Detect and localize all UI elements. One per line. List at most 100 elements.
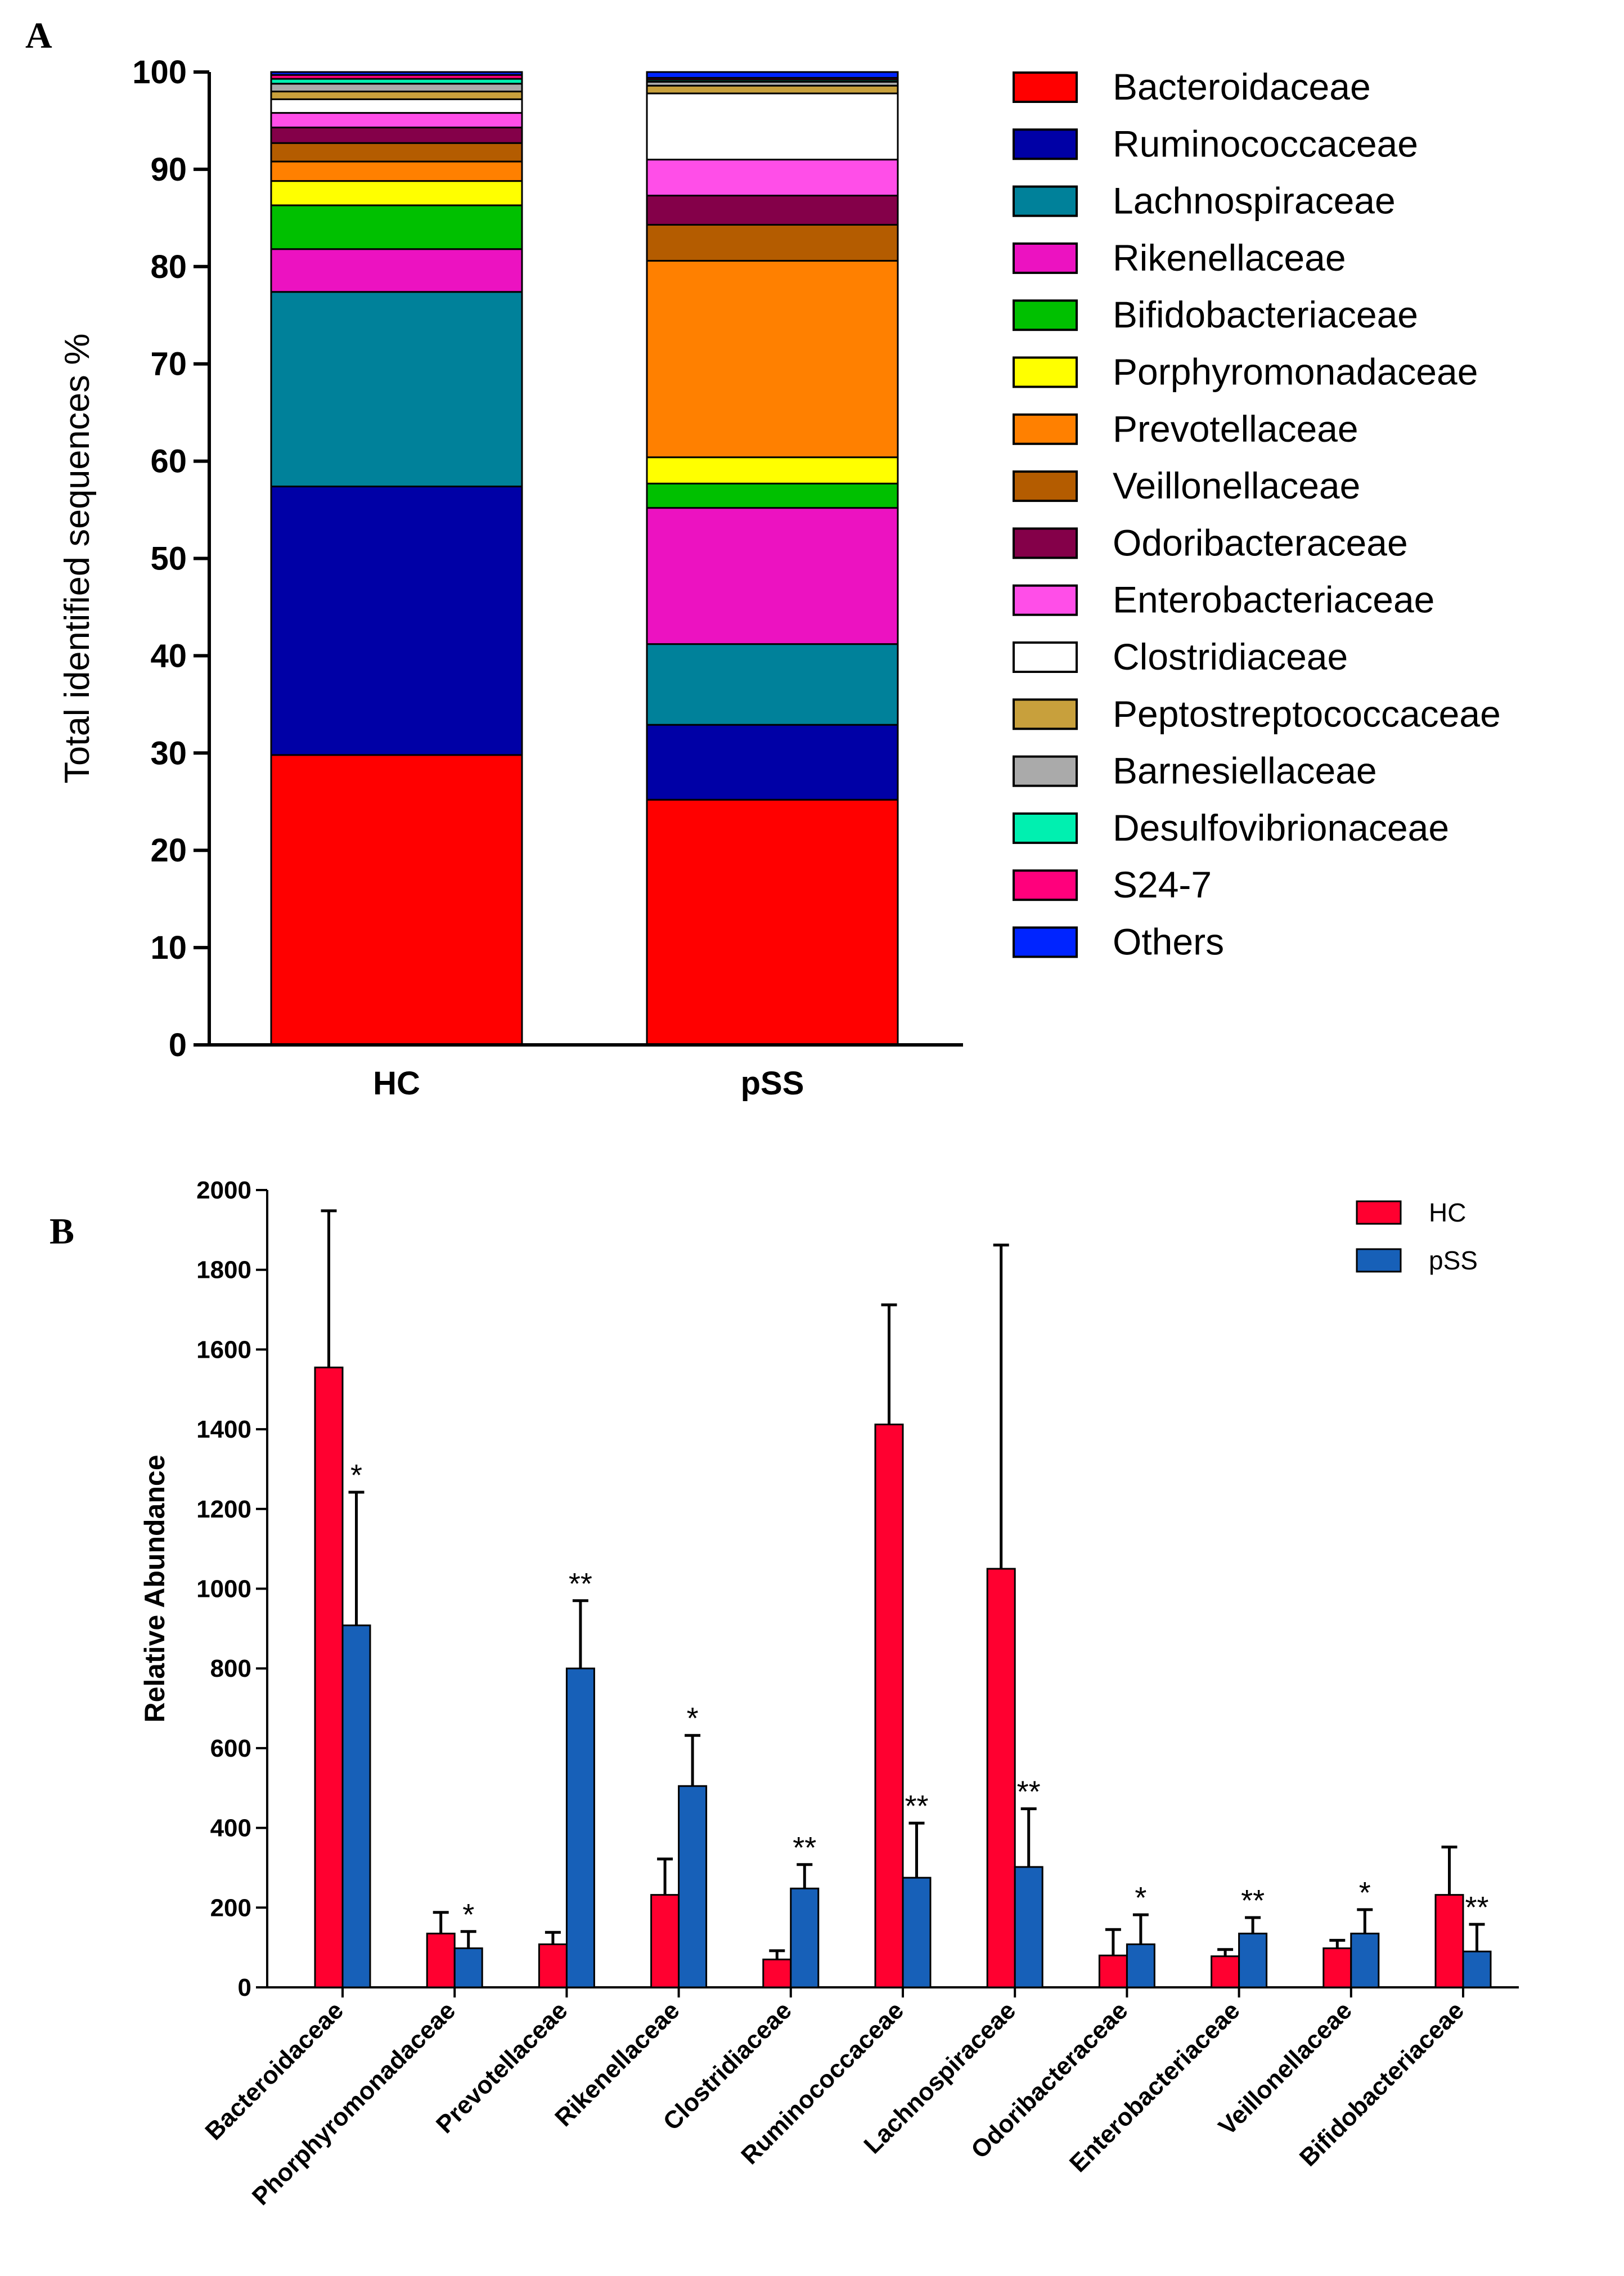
stack-segment-hc-rikenellaceae <box>270 248 523 293</box>
stack-segment-pss-peptostreptococcaceae <box>646 84 899 95</box>
y-tick-label-a: 40 <box>150 638 187 674</box>
legend-label-bacteroidaceae: Bacteroidaceae <box>1113 66 1371 107</box>
legend-swatch-pss <box>1356 1248 1402 1273</box>
x-tick-label-hc: HC <box>373 1065 420 1102</box>
legend-swatch-odoribacteraceae <box>1013 527 1078 559</box>
stack-segment-hc-enterobacteriaceae <box>270 112 523 129</box>
y-tick-label-b: 800 <box>210 1655 251 1682</box>
legend-a: Bacteroidaceae Ruminococcaceae Lachnospira… <box>1013 66 1501 963</box>
significance-marker: ** <box>1465 1891 1488 1924</box>
stack-segment-hc-lachnospiraceae <box>270 291 523 488</box>
stack-segment-hc-barnesiellaceae <box>270 83 523 93</box>
y-tick-label-b: 1800 <box>196 1256 251 1284</box>
y-tick-label-a: 20 <box>150 832 187 869</box>
stack-segment-hc-prevotellaceae <box>270 160 523 182</box>
stack-segment-pss-bifidobacteriaceae <box>646 482 899 509</box>
bar-pss-bacteroidaceae <box>341 1624 371 1988</box>
legend-swatch-peptostreptococcaceae <box>1013 698 1078 730</box>
stack-segment-hc-bacteroidaceae <box>270 754 523 1046</box>
significance-marker: ** <box>1017 1775 1041 1809</box>
stack-segment-hc-ruminococcaceae <box>270 486 523 756</box>
stack-segment-hc-odoribacteraceae <box>270 127 523 144</box>
significance-marker: ** <box>1241 1884 1265 1918</box>
bar-pss-ruminococcaceae <box>902 1877 932 1988</box>
legend-label-s24-7: S24-7 <box>1113 864 1212 905</box>
stack-segment-hc-porphyromonadaceae <box>270 180 523 206</box>
significance-marker: * <box>1359 1876 1371 1910</box>
legend-swatch-bacteroidaceae <box>1013 71 1078 103</box>
stack-segment-pss-clostridiaceae <box>646 92 899 161</box>
bar-pss-enterobacteriaceae <box>1238 1932 1268 1988</box>
y-tick-label-b: 1600 <box>196 1336 251 1363</box>
legend-label-peptostreptococcaceae: Peptostreptococcaceae <box>1113 693 1501 734</box>
bar-hc-phorphyromonadaceae <box>426 1932 456 1988</box>
y-tick-label-b: 1400 <box>196 1416 251 1443</box>
stack-segment-pss-others <box>646 71 899 79</box>
legend-label-others: Others <box>1113 921 1224 963</box>
bar-pss-phorphyromonadaceae <box>453 1947 483 1988</box>
legend-label-rikenellaceae: Rikenellaceae <box>1113 237 1346 279</box>
legend-label-prevotellaceae: Prevotellaceae <box>1113 408 1358 450</box>
stack-segment-hc-others <box>270 71 523 76</box>
significance-marker: ** <box>569 1567 592 1601</box>
bar-pss-prevotellaceae <box>565 1667 595 1988</box>
bar-pss-rikenellaceae <box>678 1785 708 1988</box>
legend-swatch-desulfovibrionaceae <box>1013 812 1078 844</box>
legend-label-desulfovibrionaceae: Desulfovibrionaceae <box>1113 807 1449 849</box>
legend-swatch-enterobacteriaceae <box>1013 584 1078 616</box>
y-tick-label-a: 100 <box>132 54 187 91</box>
bar-hc-enterobacteriaceae <box>1211 1955 1240 1988</box>
legend-label-porphyromonadaceae: Porphyromonadaceae <box>1113 351 1478 393</box>
bar-pss-bifidobacteriaceae <box>1462 1950 1492 1988</box>
bar-pss-odoribacteraceae <box>1126 1943 1155 1988</box>
y-tick-label-b: 200 <box>210 1894 251 1922</box>
bar-hc-veillonellaceae <box>1322 1947 1352 1988</box>
legend-label-enterobacteriaceae: Enterobacteriaceae <box>1113 579 1434 621</box>
stack-segment-pss-rikenellaceae <box>646 507 899 645</box>
legend-swatch-rikenellaceae <box>1013 242 1078 274</box>
y-tick-label-a: 10 <box>150 930 187 966</box>
legend-label-barnesiellaceae: Barnesiellaceae <box>1113 750 1377 792</box>
legend-label-ruminococcaceae: Ruminococcaceae <box>1113 123 1418 164</box>
y-tick-label-a: 90 <box>150 151 187 188</box>
bar-hc-odoribacteraceae <box>1098 1954 1128 1988</box>
panel-b-label: B <box>50 1211 74 1252</box>
legend-swatch-clostridiaceae <box>1013 641 1078 673</box>
y-tick-label-b: 2000 <box>196 1177 251 1204</box>
y-tick-label-b: 1200 <box>196 1496 251 1523</box>
bar-hc-bacteroidaceae <box>314 1366 344 1988</box>
stack-segment-pss-ruminococcaceae <box>646 724 899 801</box>
legend-swatch-others <box>1013 926 1078 958</box>
stack-segment-pss-enterobacteriaceae <box>646 159 899 197</box>
legend-label-pss: pSS <box>1429 1246 1478 1275</box>
stack-segment-pss-lachnospiraceae <box>646 643 899 726</box>
significance-marker: * <box>687 1702 699 1735</box>
significance-marker: * <box>350 1458 362 1492</box>
legend-swatch-prevotellaceae <box>1013 413 1078 445</box>
bar-pss-lachnospiraceae <box>1014 1866 1043 1988</box>
legend-label-lachnospiraceae: Lachnospiraceae <box>1113 180 1396 222</box>
stack-segment-pss-porphyromonadaceae <box>646 456 899 484</box>
panel-a-label: A <box>25 15 52 56</box>
grouped-bar-chart-b: 0 200 400 600 800 1000 1200 1400 1600 1800 2000 Rel… <box>139 1177 1519 2211</box>
y-tick-label-b: 400 <box>210 1815 251 1842</box>
bar-hc-clostridiaceae <box>762 1958 792 1988</box>
x-tick-label-phorphyromonadaceae: Phorphyromonadaceae <box>247 1996 461 2210</box>
y-tick-label-a: 80 <box>150 249 187 285</box>
stack-segment-pss-odoribacteraceae <box>646 195 899 226</box>
stack-segment-pss-veillonellaceae <box>646 223 899 262</box>
y-tick-label-a: 0 <box>169 1027 187 1063</box>
y-tick-label-a: 50 <box>150 541 187 577</box>
bar-hc-lachnospiraceae <box>986 1568 1016 1988</box>
legend-swatch-ruminococcaceae <box>1013 128 1078 160</box>
y-tick-label-a: 60 <box>150 443 187 480</box>
bar-pss-veillonellaceae <box>1350 1932 1380 1988</box>
legend-swatch-bifidobacteriaceae <box>1013 299 1078 331</box>
stack-segment-hc-veillonellaceae <box>270 142 523 163</box>
y-tick-label-a: 70 <box>150 346 187 383</box>
bar-hc-bifidobacteriaceae <box>1434 1894 1464 1988</box>
stack-segment-pss-prevotellaceae <box>646 259 899 459</box>
stacked-bar-chart-a: HC pSS 0 10 20 30 40 50 60 70 80 90 100 Total identif… <box>58 54 963 1102</box>
stack-segment-pss-bacteroidaceae <box>646 798 899 1046</box>
